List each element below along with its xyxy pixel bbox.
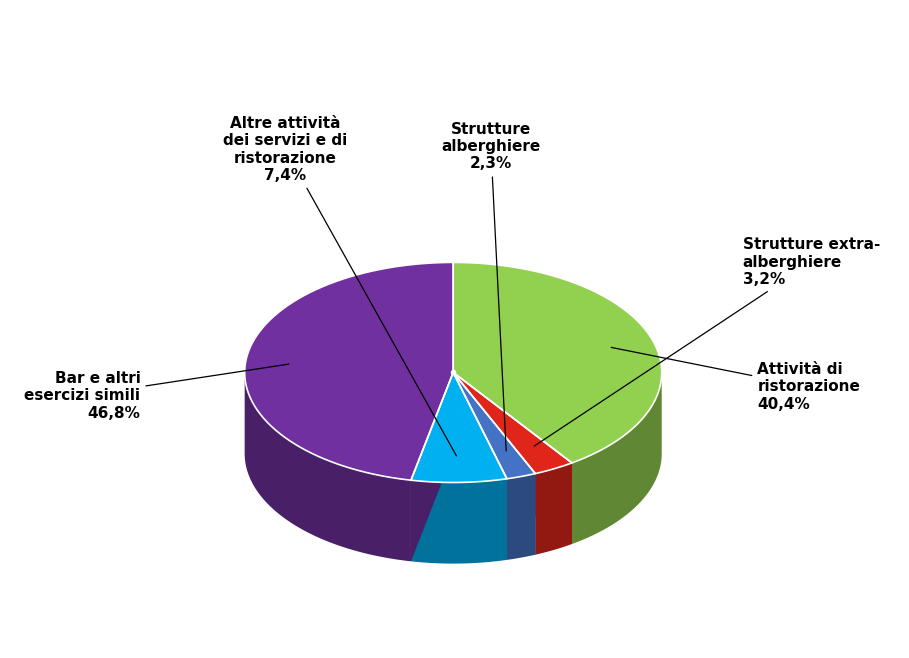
Polygon shape bbox=[507, 474, 535, 560]
Polygon shape bbox=[245, 263, 454, 480]
Polygon shape bbox=[454, 372, 535, 479]
Text: Attività di
ristorazione
40,4%: Attività di ristorazione 40,4% bbox=[611, 347, 860, 412]
Polygon shape bbox=[411, 372, 507, 482]
Polygon shape bbox=[572, 373, 662, 544]
Polygon shape bbox=[411, 372, 454, 561]
Text: Strutture
alberghiere
2,3%: Strutture alberghiere 2,3% bbox=[441, 122, 541, 451]
Polygon shape bbox=[411, 479, 507, 564]
Polygon shape bbox=[411, 372, 454, 561]
Polygon shape bbox=[454, 263, 662, 463]
Polygon shape bbox=[454, 372, 572, 544]
Text: Altre attività
dei servizi e di
ristorazione
7,4%: Altre attività dei servizi e di ristoraz… bbox=[223, 116, 456, 456]
Polygon shape bbox=[454, 372, 572, 474]
Polygon shape bbox=[535, 463, 572, 555]
Polygon shape bbox=[245, 373, 411, 561]
Polygon shape bbox=[454, 372, 507, 560]
Text: Bar e altri
esercizi simili
46,8%: Bar e altri esercizi simili 46,8% bbox=[25, 364, 289, 420]
Text: Strutture extra-
alberghiere
3,2%: Strutture extra- alberghiere 3,2% bbox=[534, 238, 880, 446]
Polygon shape bbox=[454, 372, 572, 544]
Polygon shape bbox=[454, 372, 535, 555]
Polygon shape bbox=[454, 372, 535, 555]
Polygon shape bbox=[454, 372, 507, 560]
